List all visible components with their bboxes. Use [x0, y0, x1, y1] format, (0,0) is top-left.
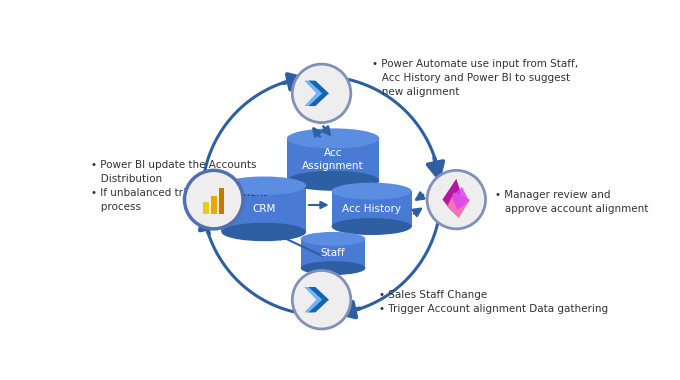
Ellipse shape	[222, 223, 306, 241]
Bar	[219, 188, 224, 214]
Polygon shape	[305, 287, 324, 312]
Text: • Power Automate use input from Staff,
   Acc History and Power BI to suggest
  : • Power Automate use input from Staff, A…	[371, 59, 578, 97]
Bar	[332, 191, 411, 226]
Bar	[203, 202, 209, 214]
Polygon shape	[452, 187, 469, 210]
Polygon shape	[443, 179, 461, 211]
Circle shape	[184, 170, 243, 229]
Text: CRM: CRM	[252, 204, 275, 214]
Polygon shape	[309, 287, 329, 312]
Ellipse shape	[301, 232, 365, 246]
Polygon shape	[447, 193, 470, 218]
Ellipse shape	[332, 183, 411, 200]
Text: • Power BI update the Accounts
   Distribution
• If unbalanced trigger Alignment: • Power BI update the Accounts Distribut…	[90, 160, 267, 212]
Polygon shape	[305, 81, 324, 106]
Text: • Sales Staff Change
• Trigger Account alignment Data gathering: • Sales Staff Change • Trigger Account a…	[379, 290, 609, 315]
Text: Acc
Assignment: Acc Assignment	[303, 148, 364, 171]
Ellipse shape	[301, 261, 365, 275]
Circle shape	[292, 64, 351, 123]
Ellipse shape	[287, 171, 379, 191]
Text: Acc History: Acc History	[342, 204, 401, 214]
Bar	[301, 239, 365, 268]
Polygon shape	[309, 81, 329, 106]
Circle shape	[427, 170, 486, 229]
Bar	[211, 196, 217, 214]
Ellipse shape	[222, 176, 306, 195]
Text: Staff: Staff	[321, 249, 345, 258]
Ellipse shape	[287, 128, 379, 149]
Text: • Manager review and
   approve account alignment: • Manager review and approve account ali…	[495, 190, 648, 214]
Bar	[287, 138, 379, 181]
Circle shape	[292, 271, 351, 329]
Bar	[222, 186, 306, 232]
Ellipse shape	[332, 218, 411, 235]
